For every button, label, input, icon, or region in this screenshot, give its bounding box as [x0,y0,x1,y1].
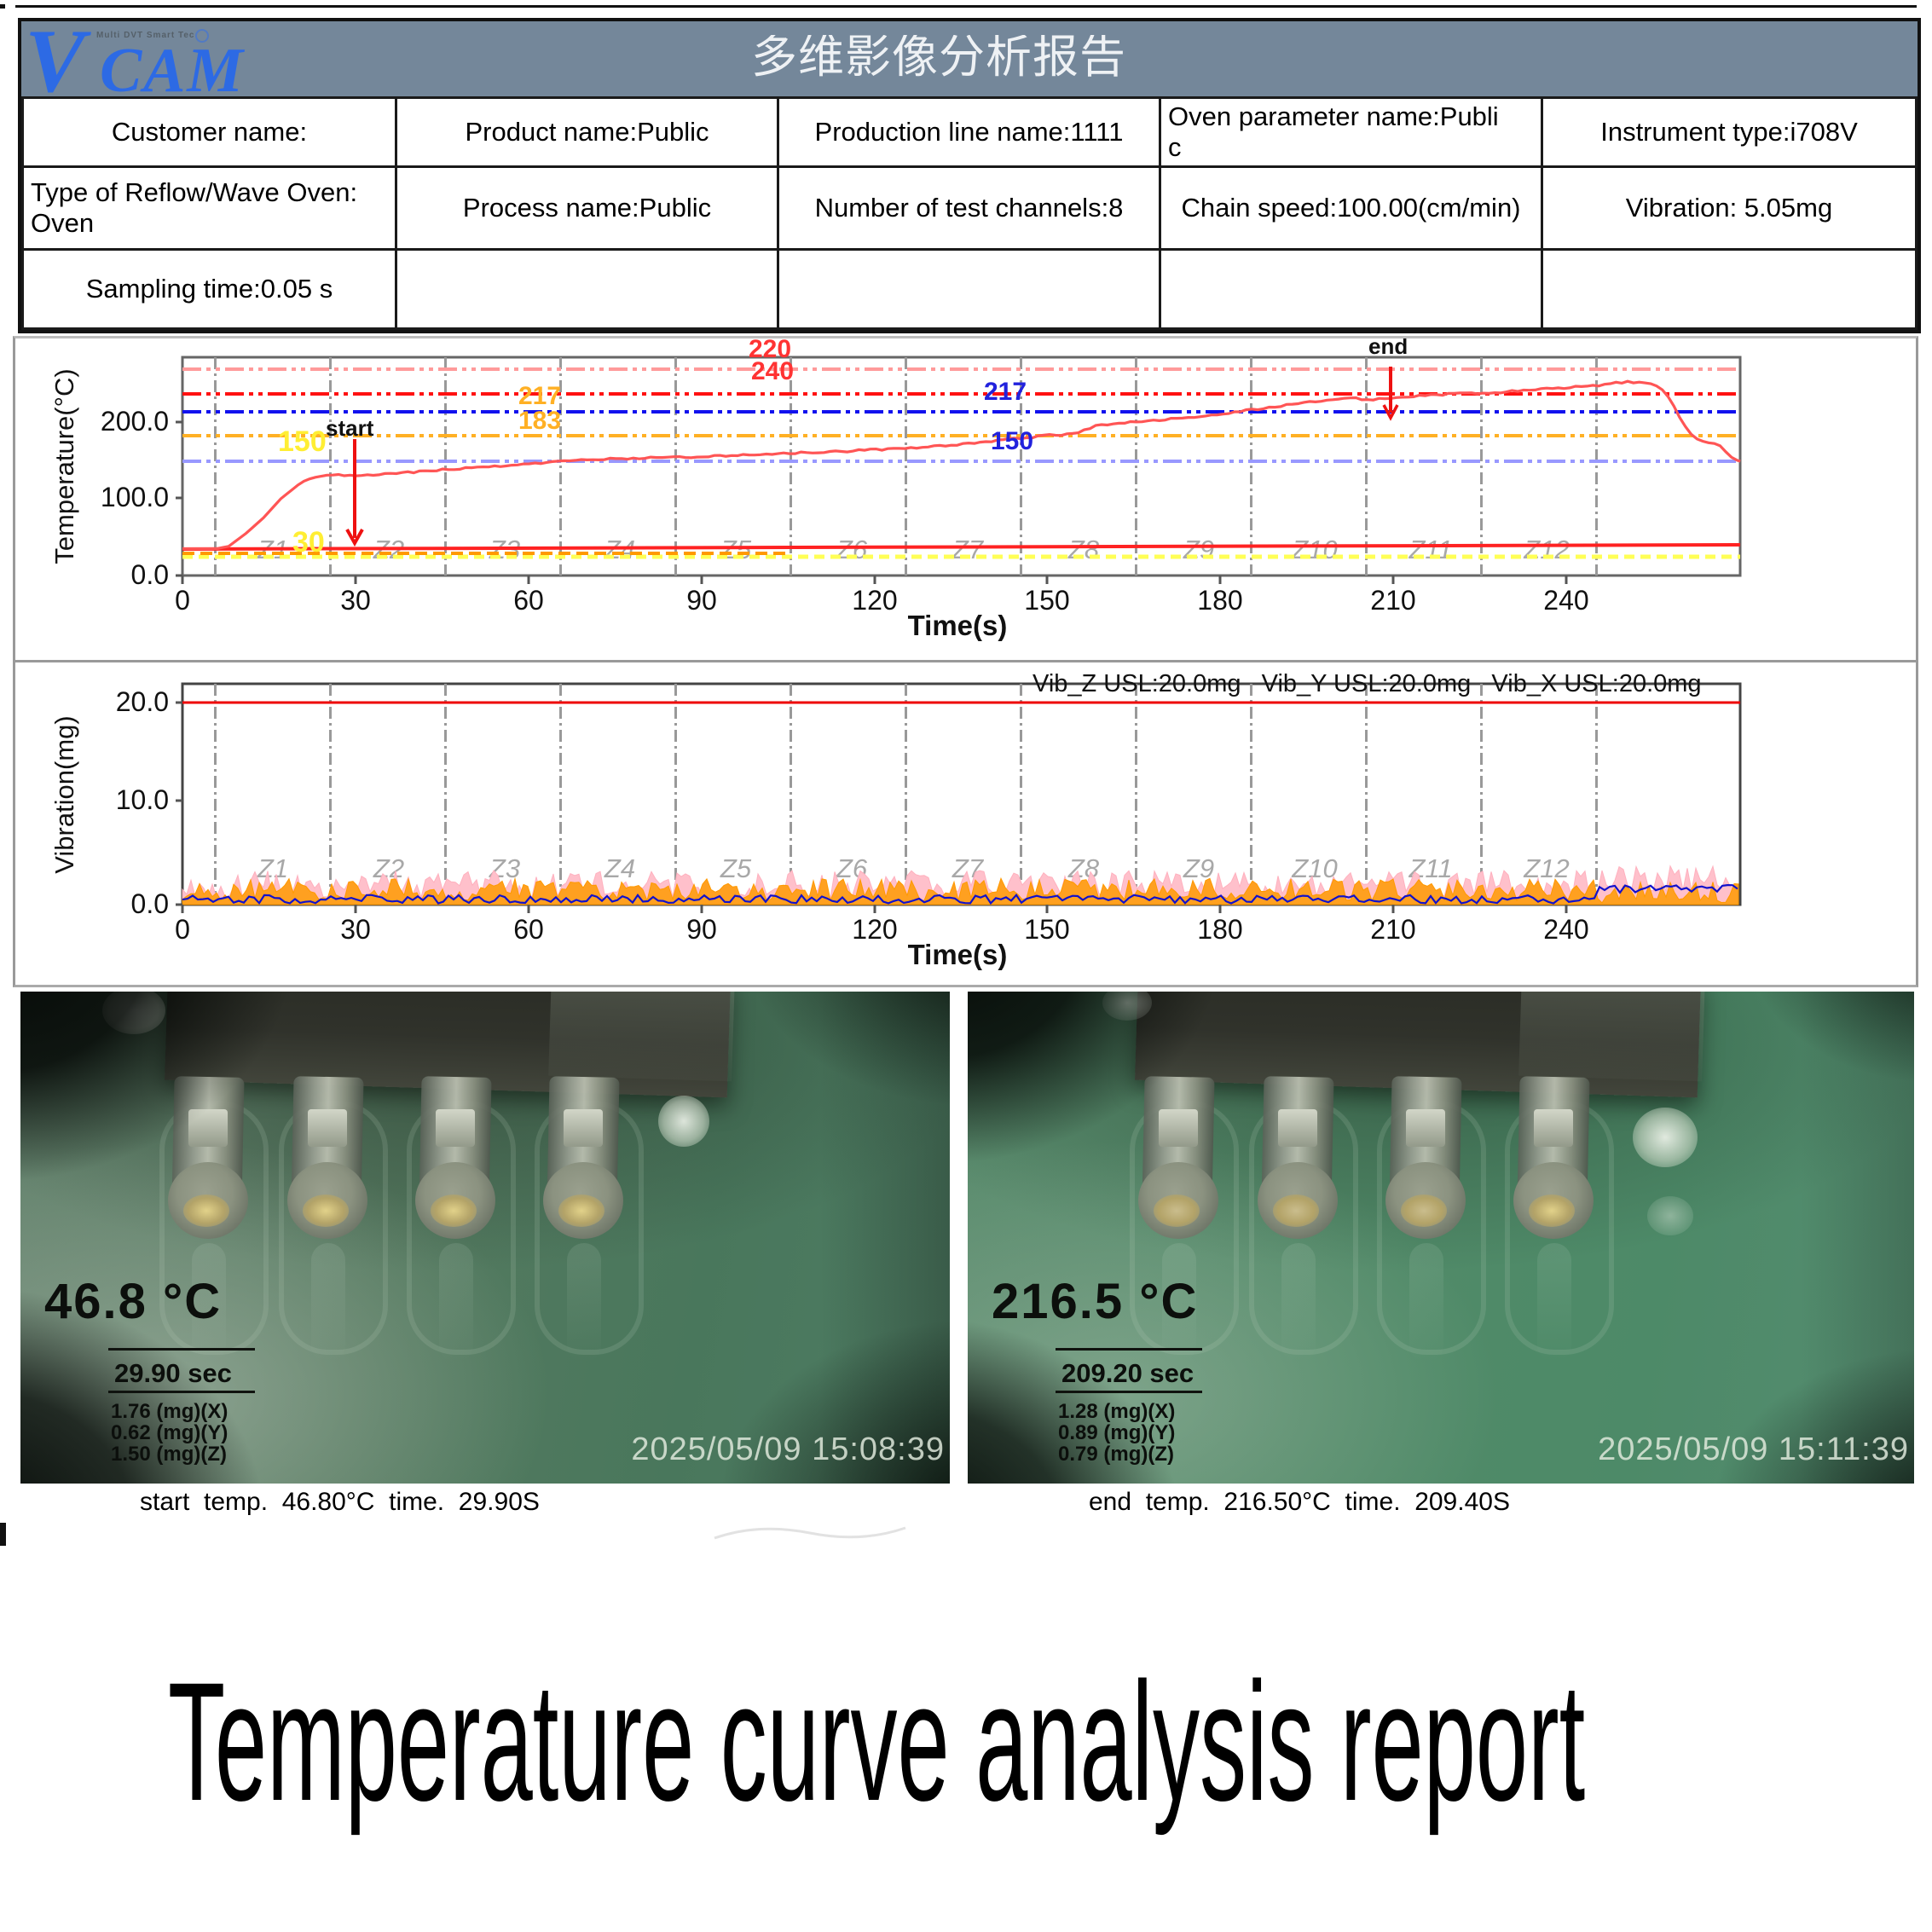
svg-text:start: start [326,415,374,441]
svg-text:Vib_Z USL:20.0mg Vib_Y USL:2: Vib_Z USL:20.0mg Vib_Y USL:20.0mg Vib_X … [1033,670,1702,697]
svg-text:Z9: Z9 [1183,535,1214,564]
svg-text:150: 150 [1024,585,1069,616]
svg-text:90: 90 [686,585,717,616]
svg-text:Z5: Z5 [720,853,752,883]
svg-text:240: 240 [1543,585,1588,616]
svg-text:150: 150 [1024,914,1069,945]
svg-text:Z11: Z11 [1408,535,1452,564]
svg-text:0: 0 [175,585,190,616]
svg-text:Z5: Z5 [720,535,752,564]
svg-text:Z4: Z4 [604,853,635,883]
svg-text:30: 30 [340,914,371,945]
svg-text:210: 210 [1370,585,1415,616]
svg-text:Z9: Z9 [1183,853,1214,883]
svg-text:217: 217 [518,382,561,410]
svg-text:0.0: 0.0 [131,559,169,590]
svg-text:150: 150 [278,425,327,458]
svg-text:30: 30 [292,526,325,558]
svg-text:Z8: Z8 [1067,535,1100,564]
svg-text:180: 180 [1197,585,1242,616]
svg-text:20.0: 20.0 [116,686,169,717]
svg-text:90: 90 [686,914,717,945]
svg-text:Z1: Z1 [257,853,288,883]
svg-text:V: V [25,21,91,100]
svg-text:0.0: 0.0 [131,888,169,919]
svg-text:200.0: 200.0 [101,406,169,437]
svg-text:Z6: Z6 [836,535,868,564]
svg-text:120: 120 [852,914,897,945]
svg-text:Time(s): Time(s) [908,939,1008,970]
svg-text:Z10: Z10 [1291,853,1337,883]
svg-text:210: 210 [1370,914,1415,945]
svg-text:Z12: Z12 [1523,853,1569,883]
svg-text:10.0: 10.0 [116,784,169,815]
svg-text:220: 220 [749,338,791,363]
svg-text:Z2: Z2 [373,853,404,883]
svg-text:217: 217 [984,378,1027,406]
svg-text:CAM: CAM [100,36,245,100]
svg-text:30: 30 [340,585,371,616]
svg-text:240: 240 [751,357,794,385]
svg-text:end: end [1368,338,1408,359]
svg-text:Z7: Z7 [952,535,985,564]
svg-text:150: 150 [991,427,1033,455]
svg-text:60: 60 [513,585,544,616]
svg-text:0: 0 [175,914,190,945]
svg-text:Z12: Z12 [1523,535,1569,564]
svg-text:60: 60 [513,914,544,945]
svg-text:240: 240 [1543,914,1588,945]
svg-text:120: 120 [852,585,897,616]
svg-text:Time(s): Time(s) [908,610,1008,641]
svg-text:Z10: Z10 [1291,535,1337,564]
svg-text:180: 180 [1197,914,1242,945]
svg-text:Multi DVT Smart Tec: Multi DVT Smart Tec [96,31,195,40]
svg-text:183: 183 [518,407,561,435]
svg-text:Vibration(mg): Vibration(mg) [49,715,79,874]
svg-text:100.0: 100.0 [101,482,169,512]
svg-text:Temperature(°C): Temperature(°C) [49,368,79,564]
